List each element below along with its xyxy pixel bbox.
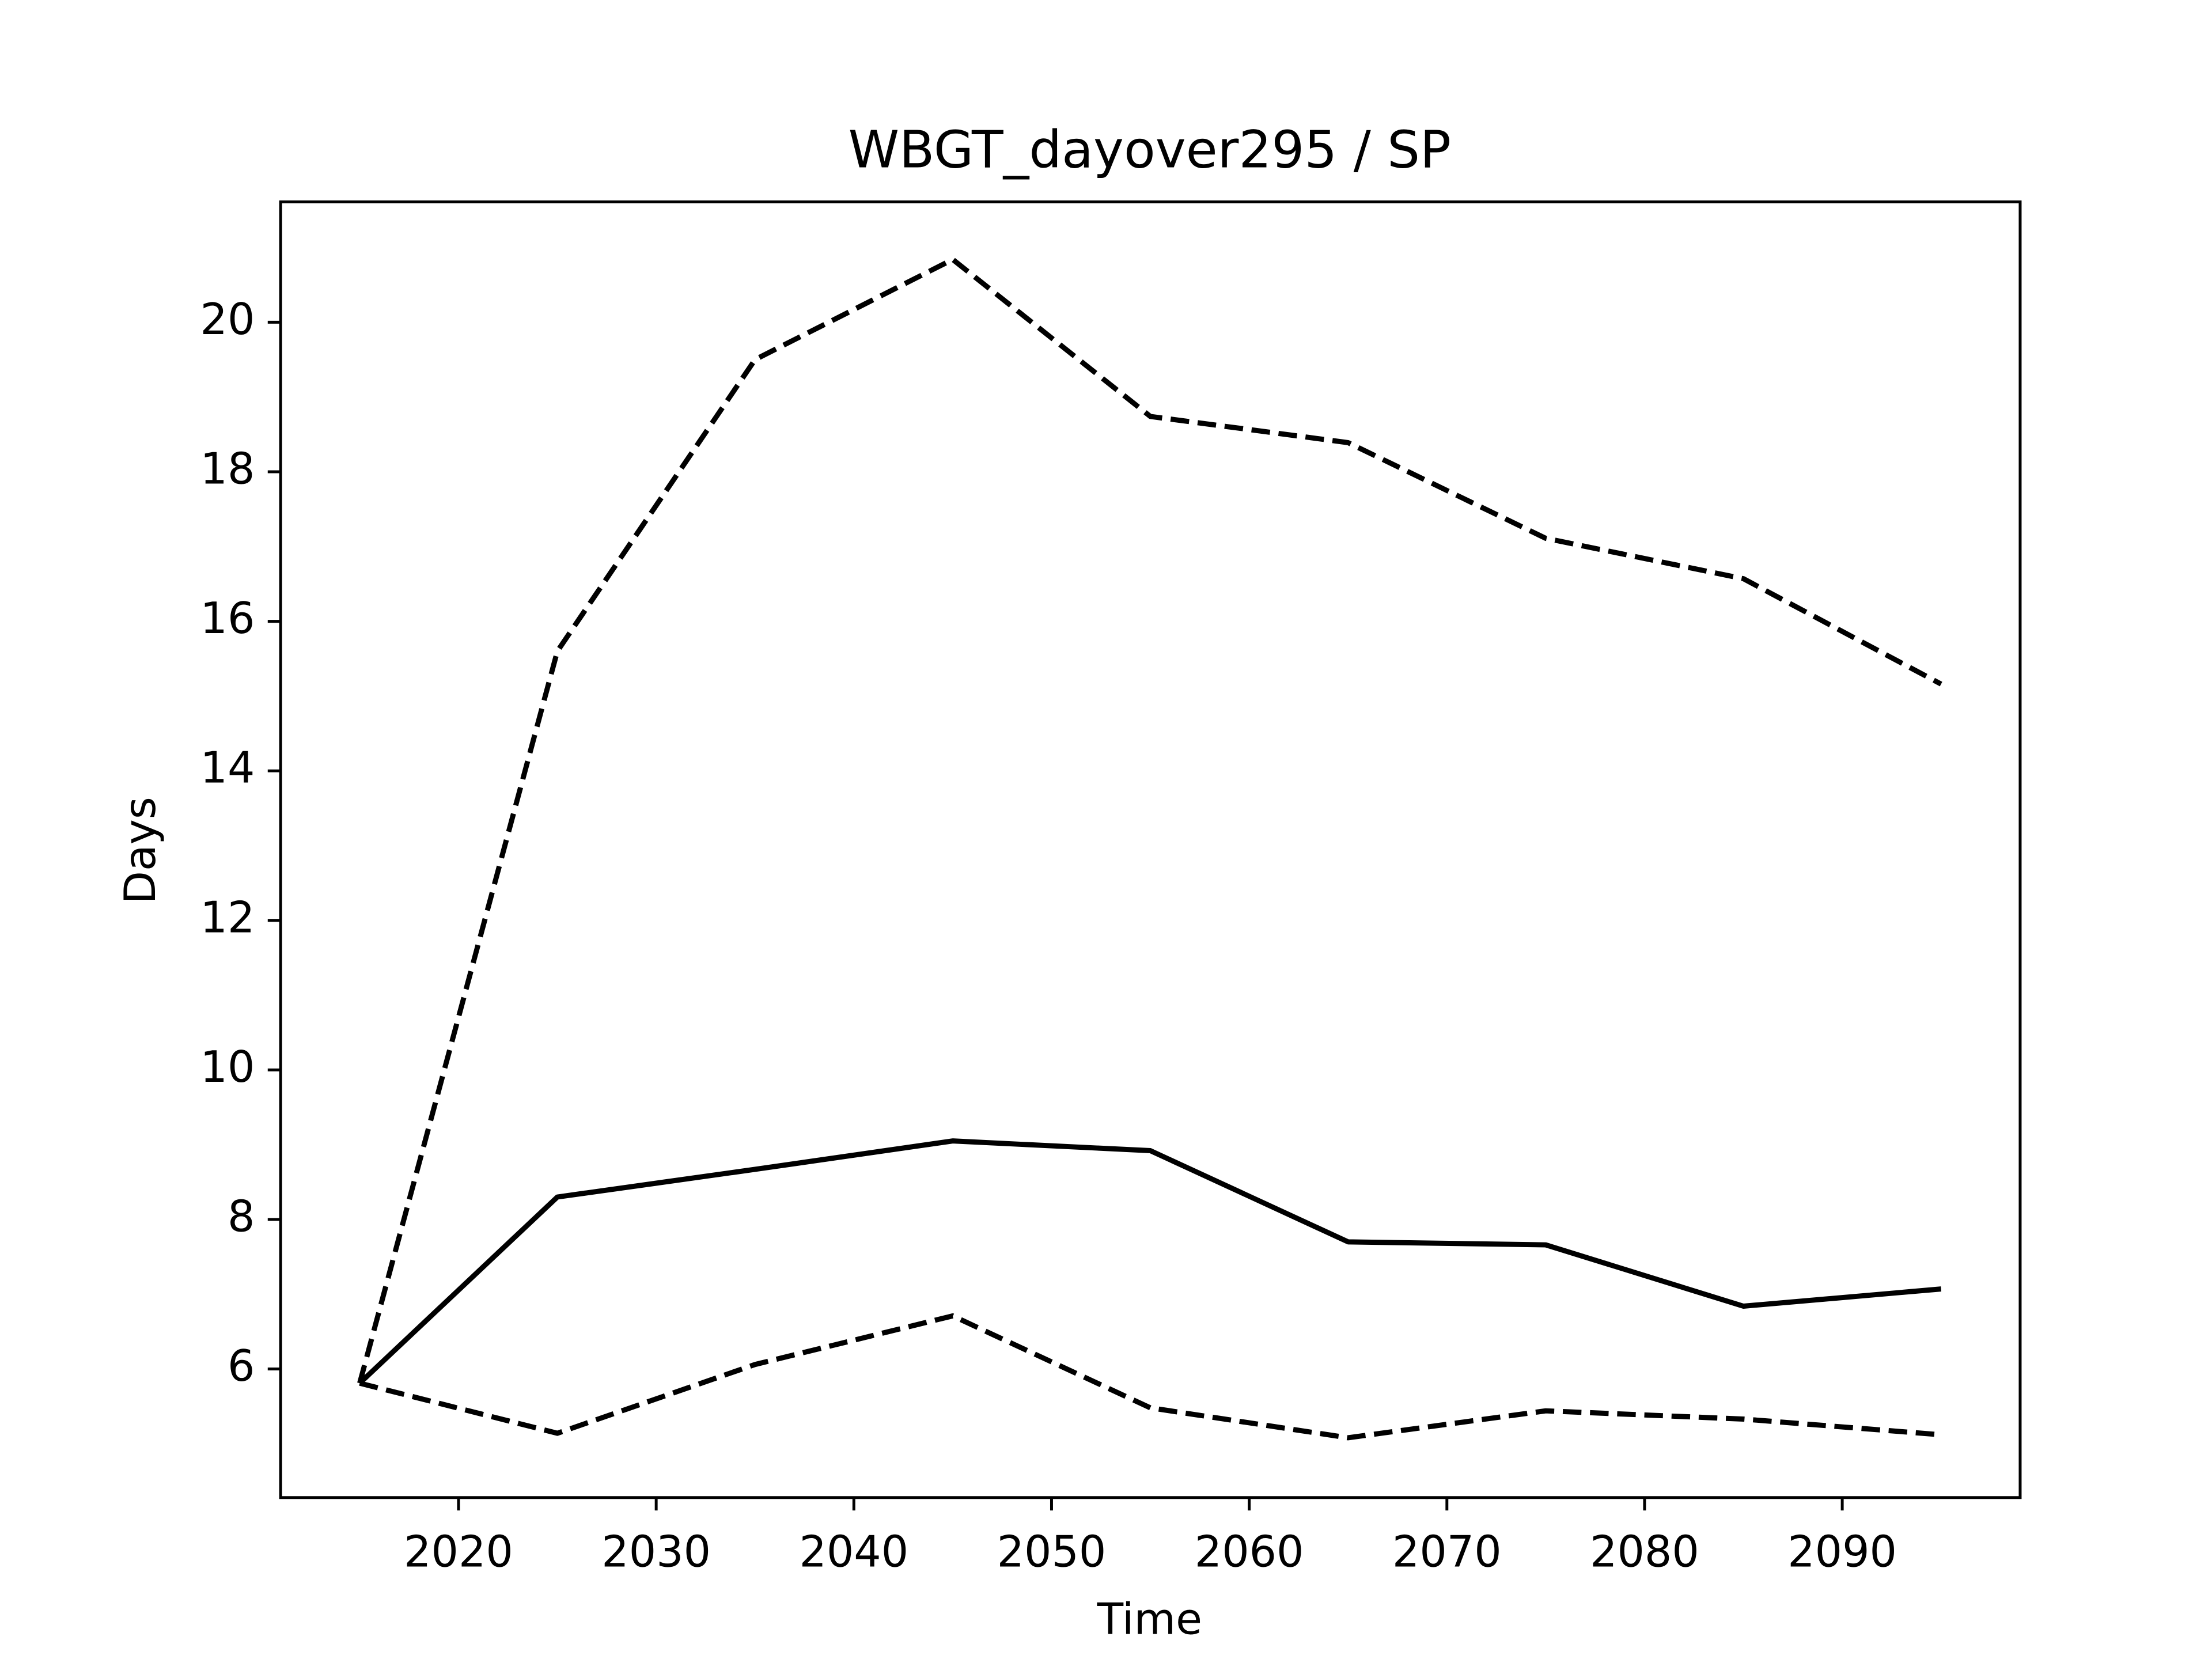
y-tick-label: 18 (200, 444, 255, 494)
y-tick-label: 14 (200, 743, 255, 793)
x-axis-label: Time (1097, 1594, 1202, 1645)
data-line (358, 1138, 1942, 1385)
y-axis-label: Days (115, 797, 165, 904)
plot-frame (279, 200, 2022, 1499)
x-tick-label: 2050 (997, 1527, 1107, 1577)
y-tick-label: 16 (200, 593, 255, 643)
y-tick-label: 10 (200, 1042, 255, 1092)
data-line (357, 256, 1942, 1384)
x-tick-label: 2040 (799, 1527, 908, 1577)
chart-title: WBGT_dayover295 / SP (849, 120, 1451, 180)
y-tick-label: 12 (200, 892, 255, 942)
x-tick-label: 2060 (1195, 1527, 1304, 1577)
x-tick-label: 2090 (1787, 1527, 1897, 1577)
y-tick-label: 20 (200, 294, 255, 344)
y-tick-label: 6 (228, 1341, 255, 1391)
x-tick-label: 2030 (601, 1527, 711, 1577)
x-tick-label: 2020 (404, 1527, 513, 1577)
data-line (359, 1313, 1942, 1441)
x-tick-label: 2070 (1392, 1527, 1502, 1577)
y-tick-label: 8 (228, 1191, 255, 1241)
x-tick-label: 2080 (1590, 1527, 1699, 1577)
